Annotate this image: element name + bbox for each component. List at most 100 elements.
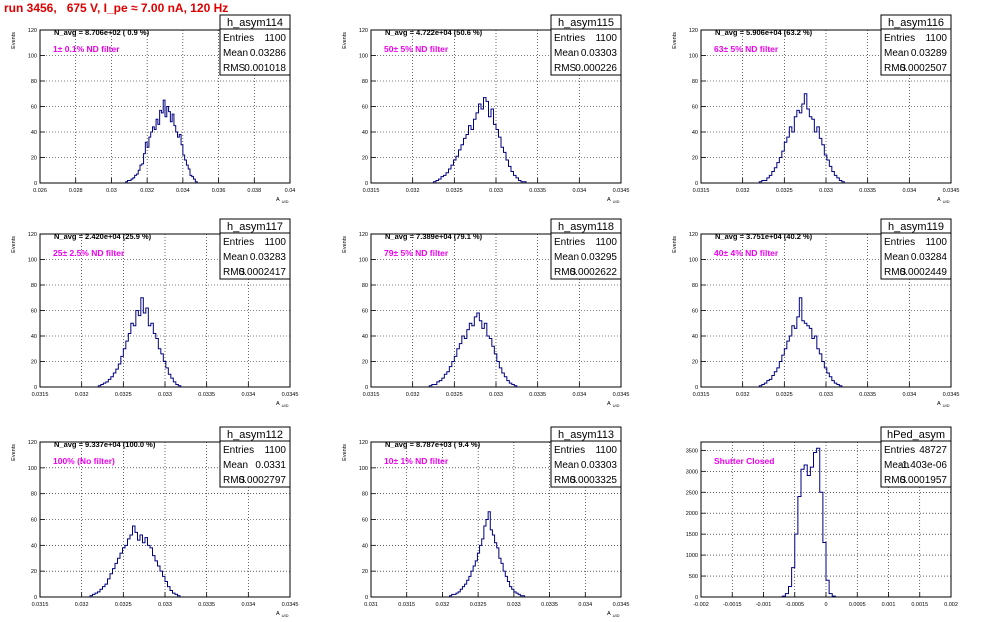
stats-entries-value: 1100 — [595, 237, 617, 248]
stats-rms-value: 0.0002417 — [239, 267, 287, 278]
stats-box-title: h_asym117 — [227, 221, 283, 233]
filter-annotation: 1± 0.1% ND filter — [53, 44, 120, 54]
y-tick-label: 60 — [692, 309, 698, 315]
y-tick-label: 60 — [362, 309, 368, 315]
x-tick-label: 0.034 — [572, 188, 586, 194]
stats-rms-value: 0.000226 — [575, 63, 617, 74]
stats-box-title: h_asym114 — [227, 17, 283, 29]
y-axis-title: Events — [11, 236, 17, 253]
x-tick-label: 0.0315 — [363, 392, 380, 398]
y-tick-label: 80 — [31, 79, 37, 85]
stats-entries-label: Entries — [554, 33, 585, 44]
navg-annotation: N_avg = 5.906e+04 (63.2 %) — [715, 28, 813, 37]
stats-box-frame — [550, 426, 622, 488]
y-tick-label: 0 — [365, 181, 368, 187]
histogram-panel-hPed_asym: -0.002 -0.0015 -0.001 -0.0005 0 0.0005 0.001 0.… — [686, 426, 958, 608]
y-tick-label: 40 — [31, 130, 37, 136]
y-tick-label: 40 — [31, 543, 37, 549]
x-tick-label: -0.001 — [756, 602, 772, 608]
y-tick-label: 20 — [362, 360, 368, 366]
histogram-series — [97, 297, 182, 387]
stats-mean-label: Mean — [884, 460, 909, 471]
stats-box-frame — [550, 218, 622, 280]
x-tick-label: 0.0325 — [776, 188, 793, 194]
stats-entries-label: Entries — [554, 237, 585, 248]
y-tick-label: 80 — [31, 492, 37, 498]
x-tick-label: 0.026 — [33, 188, 47, 194]
y-tick-label: 80 — [31, 283, 37, 289]
x-tick-label: 0.0345 — [943, 392, 960, 398]
stats-box-title: h_asym113 — [558, 429, 614, 441]
filter-annotation: 50± 5% ND filter — [384, 44, 449, 54]
x-tick-label: 0.0315 — [693, 188, 710, 194]
stats-entries-label: Entries — [223, 237, 254, 248]
x-tick-label: 0.034 — [241, 392, 255, 398]
x-tick-label: 0.0005 — [849, 602, 866, 608]
x-tick-label: 0.0325 — [776, 392, 793, 398]
histogram-series — [125, 99, 198, 183]
stats-entries-value: 1100 — [925, 33, 947, 44]
x-tick-label: 0.032 — [436, 602, 450, 608]
y-tick-label: 100 — [28, 54, 37, 60]
y-tick-label: 20 — [362, 156, 368, 162]
stats-rms-value: 0.0002449 — [900, 267, 948, 278]
y-tick-label: 120 — [28, 440, 37, 446]
stats-box-frame — [550, 14, 622, 76]
x-tick-label: 0.0325 — [115, 602, 132, 608]
y-tick-label: 20 — [692, 360, 698, 366]
navg-annotation: N_avg = 8.787e+03 ( 9.4 %) — [385, 440, 481, 449]
x-tick-label: 0.001 — [882, 602, 896, 608]
histogram-series — [89, 525, 181, 597]
x-tick-label: -0.002 — [693, 602, 709, 608]
x-tick-label: 0.0315 — [398, 602, 415, 608]
y-tick-label: 120 — [28, 232, 37, 238]
filter-annotation: 100% (No filter) — [53, 456, 115, 466]
x-axis-title: A UID — [607, 401, 620, 408]
x-tick-label: 0.032 — [406, 188, 420, 194]
stats-box-title: hPed_asym — [887, 429, 945, 441]
stats-rms-label: RMS — [554, 475, 577, 486]
x-tick-label: 0.034 — [902, 188, 916, 194]
stats-box: h_asym117 Entries 1100 Mean 0.03283 RMS0.0002… — [219, 218, 291, 280]
x-tick-label: 0.028 — [69, 188, 83, 194]
filter-annotation: 25± 2.5% ND filter — [53, 248, 125, 258]
stats-rms-value: 0.0001957 — [900, 475, 948, 486]
stats-box: h_asym118 Entries 1100 Mean 0.03295 RMS0.0002… — [550, 218, 622, 280]
x-tick-label: 0.032 — [75, 602, 89, 608]
stats-box-title: h_asym115 — [558, 17, 614, 29]
stats-mean-value: 0.03283 — [250, 252, 287, 263]
x-tick-label: 0.03 — [106, 188, 117, 194]
y-tick-label: 2500 — [686, 490, 698, 496]
x-tick-label: 0.0345 — [613, 392, 630, 398]
x-tick-label: 0 — [824, 602, 827, 608]
x-tick-label: -0.0015 — [723, 602, 742, 608]
stats-entries-value: 1100 — [264, 445, 286, 456]
x-tick-label: 0.0345 — [282, 392, 299, 398]
x-tick-label: -0.0005 — [785, 602, 804, 608]
x-tick-label: 0.034 — [572, 392, 586, 398]
filter-annotation: 10± 1% ND filter — [384, 456, 449, 466]
y-tick-label: 120 — [359, 28, 368, 34]
y-tick-label: 40 — [692, 130, 698, 136]
filter-annotation: 79± 5% ND filter — [384, 248, 449, 258]
x-axis-title: A UID — [607, 611, 620, 618]
y-tick-label: 0 — [695, 595, 698, 601]
y-tick-label: 100 — [689, 54, 698, 60]
stats-mean-label: Mean — [884, 48, 909, 59]
histogram-panel-h_asym112: 0.0315 0.032 0.0325 0.033 0.0335 0.034 0.0345 0… — [11, 426, 298, 618]
x-tick-label: 0.032 — [736, 188, 750, 194]
x-tick-label: 0.033 — [489, 188, 503, 194]
x-tick-label: 0.0345 — [943, 188, 960, 194]
stats-entries-value: 1100 — [925, 237, 947, 248]
stats-rms-value: 0.0002797 — [239, 475, 287, 486]
x-tick-label: 0.0335 — [541, 602, 558, 608]
x-tick-label: 0.0335 — [529, 392, 546, 398]
stats-mean-value: 0.0331 — [255, 460, 286, 471]
x-tick-label: 0.0335 — [859, 188, 876, 194]
stats-rms-label: RMS — [223, 267, 246, 278]
stats-box-title: h_asym119 — [888, 221, 944, 233]
stats-rms-label: RMS — [884, 63, 907, 74]
x-tick-label: 0.0315 — [363, 188, 380, 194]
histogram-series — [433, 97, 527, 183]
stats-rms-label: RMS — [223, 475, 246, 486]
